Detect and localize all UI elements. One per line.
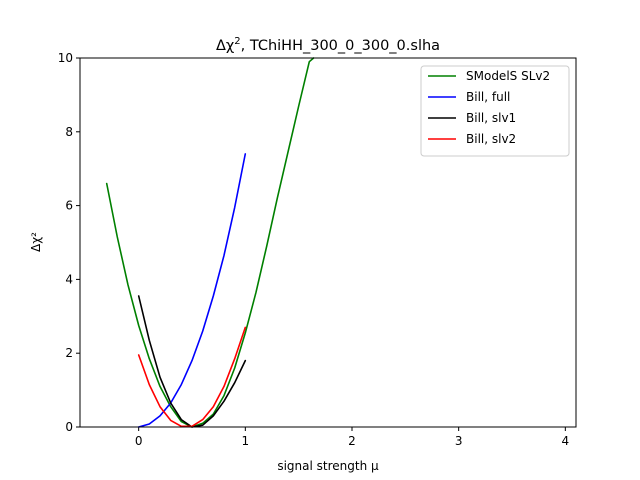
legend: SModelS SLv2 Bill, full Bill, slv1 Bill, sl… xyxy=(420,65,570,157)
x-tick-label: 4 xyxy=(562,434,570,448)
y-tick-label: 6 xyxy=(65,199,73,213)
y-tick-label: 4 xyxy=(65,272,73,286)
legend-label: SModelS SLv2 xyxy=(466,69,550,83)
legend-label: Bill, full xyxy=(466,90,510,104)
legend-box xyxy=(420,65,570,157)
y-tick-label: 10 xyxy=(58,51,73,65)
x-tick-label: 1 xyxy=(242,434,250,448)
chart-title-sup: 2 xyxy=(234,36,240,47)
chart-title-suffix: , TChiHH_300_0_300_0.slha xyxy=(241,38,440,54)
chart-title-prefix: Δχ xyxy=(216,38,234,54)
series-line-bill-slv2 xyxy=(137,326,247,428)
y-tick-label: 8 xyxy=(65,125,73,139)
ticks: 0 1 2 3 4 0 2 4 6 8 10 xyxy=(58,51,569,448)
plot-lines xyxy=(105,57,315,428)
x-axis-label: signal strength μ xyxy=(277,459,379,473)
chart-title: Δχ2, TChiHH_300_0_300_0.slha xyxy=(216,36,440,54)
series-line-bill-full xyxy=(137,153,247,428)
y-tick-label: 2 xyxy=(65,346,73,360)
y-axis-label: Δχ² xyxy=(29,232,43,252)
x-tick-label: 2 xyxy=(348,434,356,448)
y-tick-label: 0 xyxy=(65,420,73,434)
series-line-smodels-slv2 xyxy=(105,57,315,428)
legend-label: Bill, slv2 xyxy=(466,132,516,146)
x-tick-label: 3 xyxy=(455,434,463,448)
plot-frame xyxy=(79,57,577,428)
legend-label: Bill, slv1 xyxy=(466,111,516,125)
x-tick-label: 0 xyxy=(135,434,143,448)
